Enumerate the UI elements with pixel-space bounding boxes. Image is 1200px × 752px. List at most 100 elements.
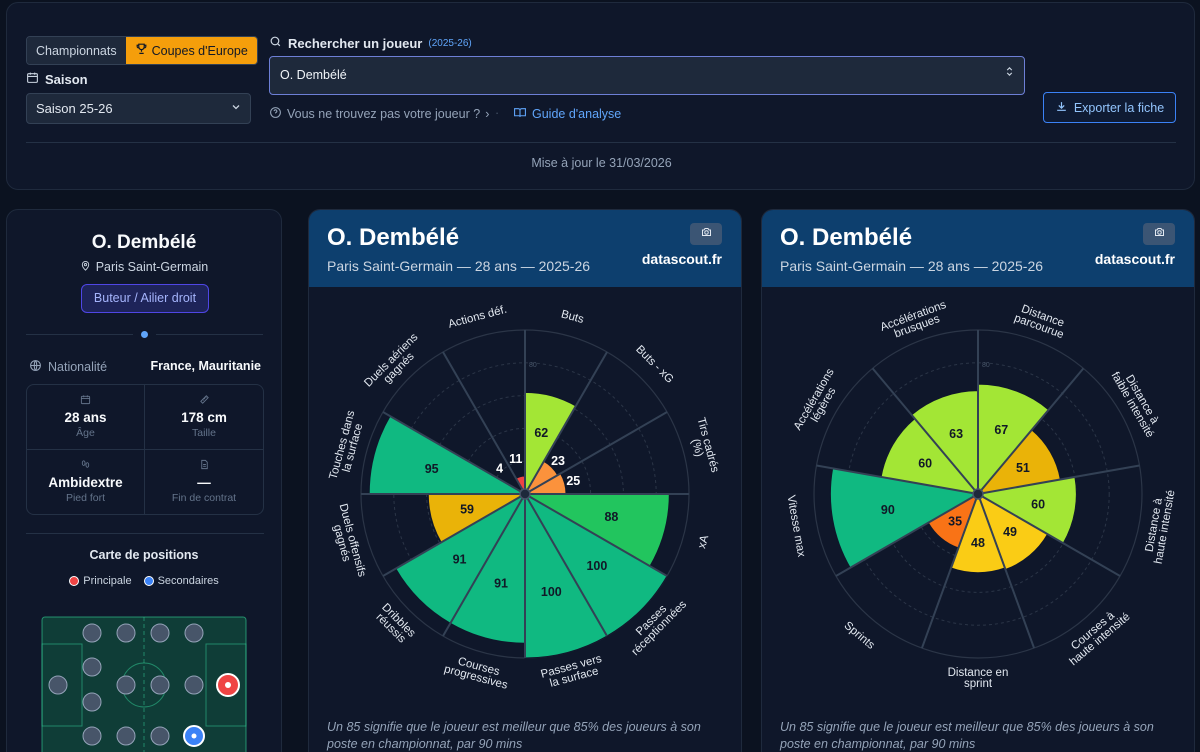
tab-coupes-europe[interactable]: Coupes d'Europe [125,37,257,64]
position-dot [82,623,102,643]
nationality-value: France, Mauritanie [150,359,261,373]
percentile-footnote: Un 85 signifie que le joueur est meilleu… [780,720,1154,751]
position-dot [150,675,170,695]
screenshot-button[interactable] [690,223,722,245]
ruler-icon [199,394,210,408]
legend-dot-main [69,576,80,586]
radar-axis-label: Duels offensifsgagnés [326,502,368,581]
radar-slice [977,383,1050,496]
divider [26,533,264,534]
screenshot-button[interactable] [1143,223,1175,245]
player-name: O. Dembélé [91,232,197,253]
player-club: Paris Saint-Germain [7,260,281,274]
radar-axis-label: Dribblesréussis [371,601,417,647]
radar-chart: 80 62 Buts 23 Buts - xG 25 Tirs cadrés(%) 88 xA 1… [326,304,720,692]
radar-value-label: 35 [948,514,962,528]
radar-axis-label: Sprints [842,620,877,652]
radar-value-label: 95 [425,462,439,476]
position-dot [184,675,204,695]
position-dot [82,692,102,712]
radar-axis-label: xA [696,534,711,550]
position-dot [150,726,170,746]
radar-value-label: 59 [460,503,474,517]
radar-axis-label: Buts - xG [633,343,675,385]
radar-value-label: 91 [453,552,467,566]
percentile-footnote: Un 85 signifie que le joueur est meilleu… [327,720,701,751]
radar-value-label: 100 [541,585,562,599]
radar-value-label: 90 [881,503,895,517]
download-icon [1055,100,1068,116]
search-icon [269,35,282,51]
radar-spoke [920,493,979,649]
radar-spoke [382,493,526,577]
position-dot [82,726,102,746]
radar-spoke [835,493,979,577]
radar-spoke [977,367,1085,495]
radar-value-label: 51 [1016,461,1030,475]
radar-axis-label: Distance àhaute intensité [1142,487,1178,565]
position-dot [116,623,136,643]
guide-link[interactable]: Guide d'analyse [513,106,621,122]
radar-value-label: 88 [604,510,618,524]
card-subtitle: Paris Saint-Germain — 28 ans — 2025-26 [327,258,591,274]
height-cell: 178 cm Taille [145,385,263,450]
foot-cell: Ambidextre Pied fort [27,449,145,514]
radar-value-label: 25 [566,474,580,488]
radar-axis-label: Courses àhaute intensité [1061,602,1133,668]
radar-slice [880,417,980,495]
pitch-left-box [41,643,83,727]
radar-slice [976,476,1077,544]
secondary-position-center [191,733,197,739]
card-title: O. Dembélé [780,224,913,251]
radar-value-label: 49 [1003,525,1017,539]
radar-value-label: 11 [509,452,522,466]
radar-axis-label: Vitesse max [784,494,807,558]
brand-label: datascout.fr [641,251,722,267]
positions-title: Carte de positions [89,548,199,562]
radar-value-label: 63 [949,427,963,441]
season-label: Saison [26,71,88,87]
radar-axis-label: Passes versla surface [540,653,607,691]
radar-axis-label: Distance àfaible intensité [1109,365,1166,440]
radar-slice [910,390,979,496]
tab-championnats[interactable]: Championnats [27,37,126,64]
radar-axis-label: Buts [560,308,586,326]
card-title: O. Dembélé [327,224,460,251]
position-dot [116,726,136,746]
divider [26,334,133,335]
position-dot [150,623,170,643]
radar-slice [523,492,668,637]
radar-value-label: 62 [534,426,548,440]
radar-axis-label: Distance en sprint [948,667,1009,690]
calendar-icon [80,394,91,408]
export-button[interactable]: Exporter la fiche [1043,92,1176,123]
camera-icon [700,225,713,243]
player-search-select[interactable]: O. Dembélé [269,56,1025,95]
chevron-updown-icon [1004,57,1015,94]
age-cell: 28 ans Âge [27,385,145,450]
radar-axis-label: Accélérationslégères [792,366,847,438]
radar-ring-label: 80 [529,362,537,369]
position-dot [82,657,102,677]
nationality-row: Nationalité France, Mauritanie [29,359,261,375]
last-updated: Mise à jour le 31/03/2026 [531,156,672,170]
season-select[interactable]: Saison 25-26 [26,93,251,124]
radar-axis-label: Actions déf. [447,304,508,331]
main-position-center [225,682,231,688]
divider [26,142,1176,143]
radar-spoke [977,493,1036,649]
radar-spoke [977,464,1140,495]
trophy-icon [135,37,148,64]
not-found-link[interactable]: Vous ne trouvez pas votre joueur ? › [269,106,489,122]
globe-icon [29,359,42,375]
radar-spoke [524,351,608,495]
radar-axis-label: Coursesprogressives [443,653,512,692]
help-circle-icon [269,106,282,122]
season-badge: (2025-26) [428,37,472,49]
chevron-down-icon [230,94,242,123]
radar-value-label: 4 [496,462,503,476]
radar-axis-label: Accélérationsbrusques [879,299,952,344]
radar-value-label: 48 [971,536,985,550]
player-profile-panel: O. Dembélé Paris Saint-Germain Buteur / … [6,209,282,752]
